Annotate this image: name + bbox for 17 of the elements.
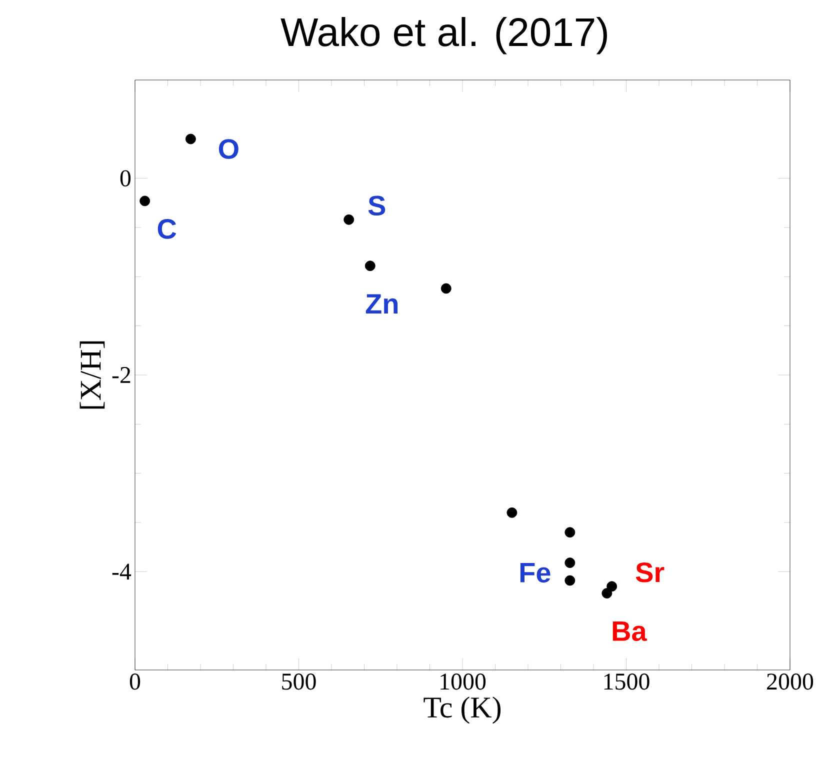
x-axis-title: Tc (K): [424, 696, 501, 724]
annotation: Sr: [636, 562, 664, 582]
y-tick-label: -2: [112, 367, 130, 383]
y-tick-label: -4: [112, 564, 132, 580]
annotation: Ba: [612, 622, 647, 642]
y-tick-label: 0: [120, 170, 131, 186]
annotation: C: [158, 219, 176, 239]
annotation: O: [218, 139, 238, 159]
annotation: S: [368, 196, 386, 216]
x-tick-label: 2000: [767, 674, 814, 690]
y-axis-title: [X/H]: [80, 341, 105, 409]
x-tick-label: 1000: [440, 674, 486, 690]
chart-title: Wako et al. (2017): [280, 17, 607, 54]
x-tick-label: 500: [282, 674, 316, 690]
x-tick-label: 1500: [604, 674, 650, 690]
annotation: Fe: [520, 563, 550, 583]
annotation: Zn: [366, 294, 398, 314]
